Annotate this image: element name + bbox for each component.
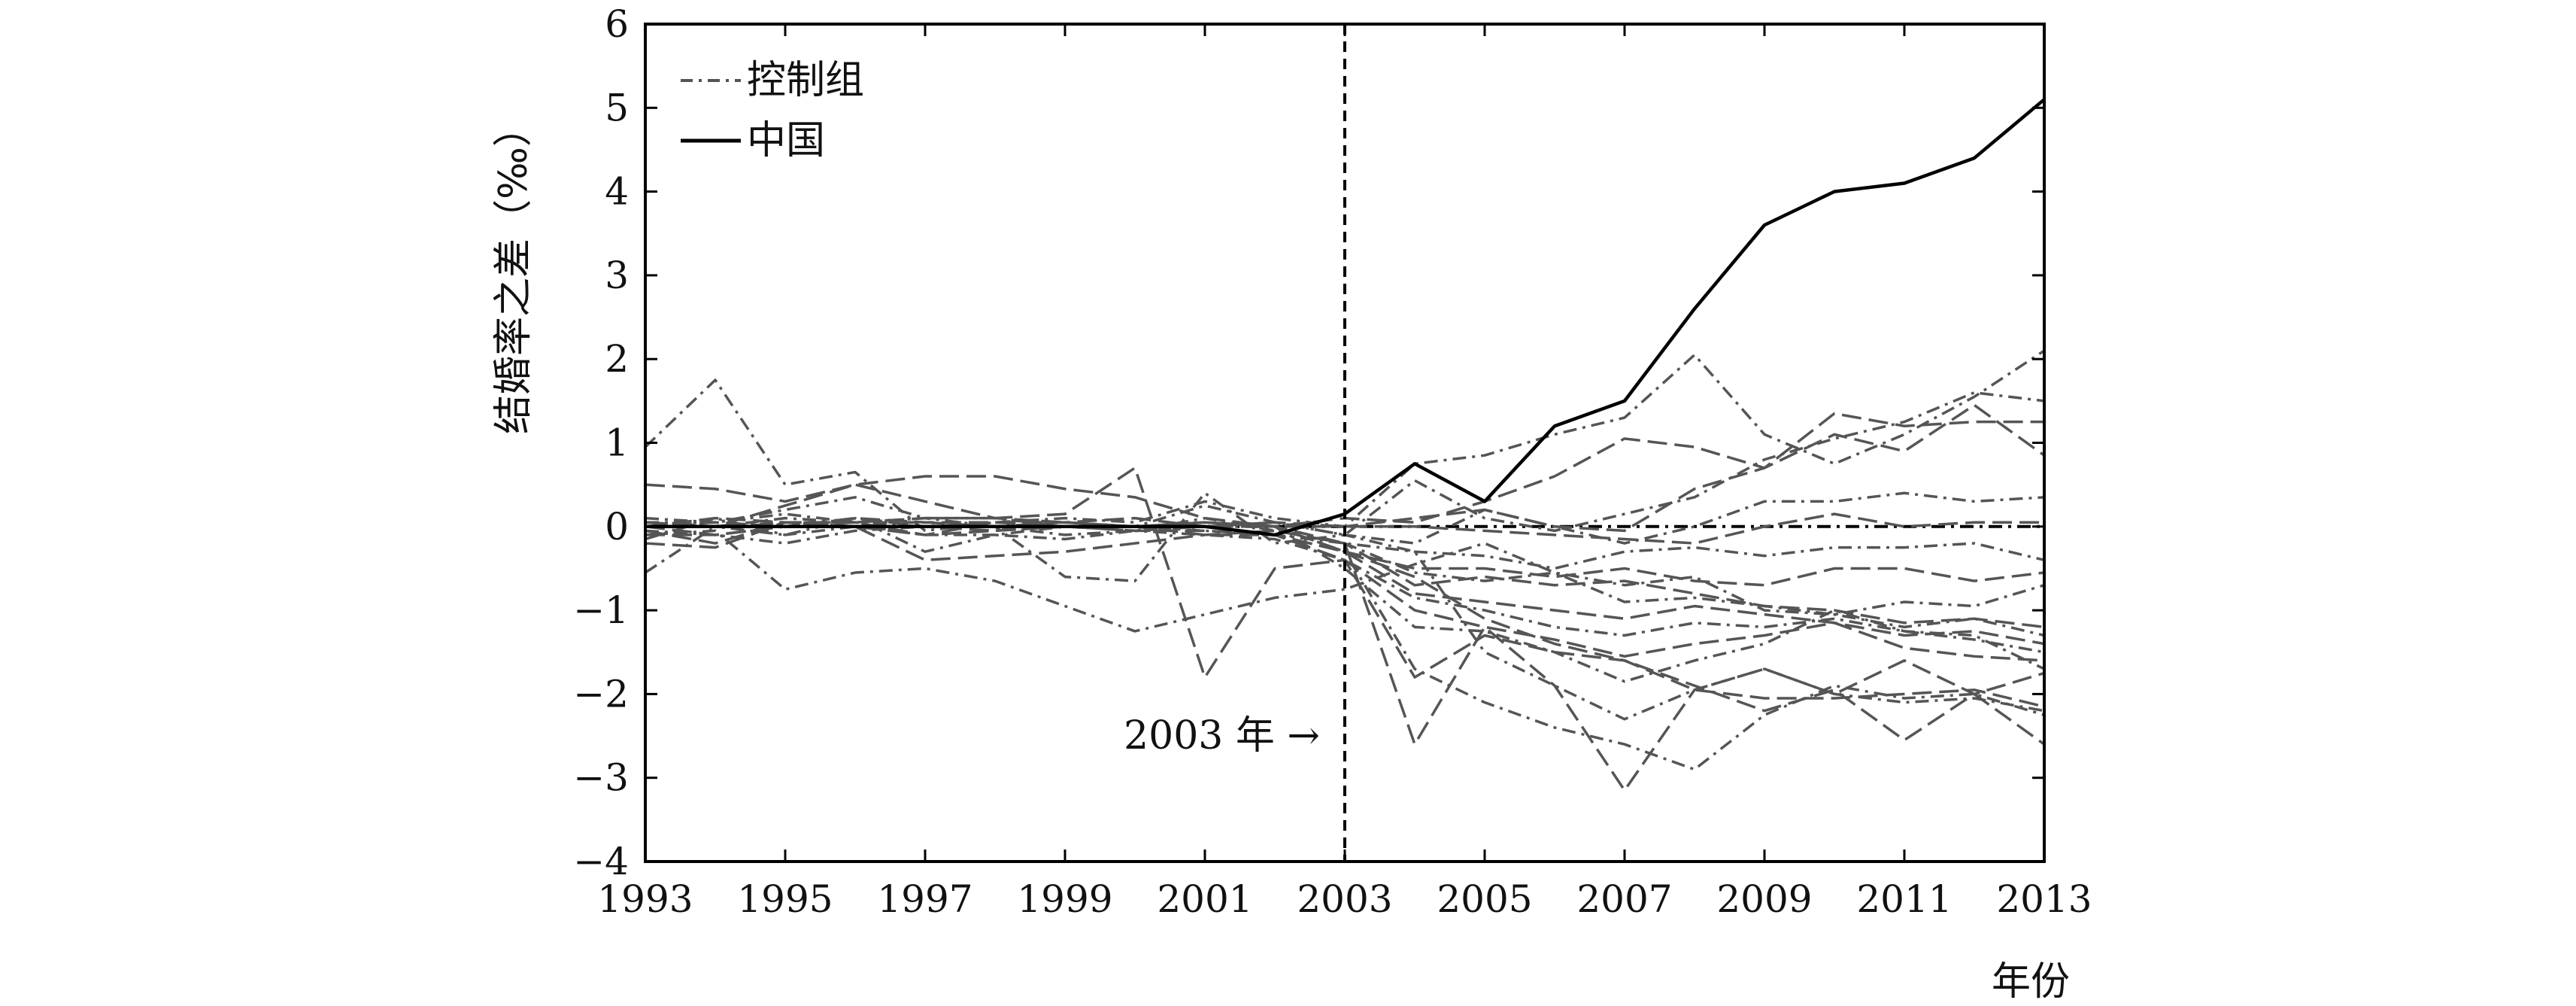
y-tick-label--2: −2 xyxy=(573,672,629,716)
y-tick-label-6: 6 xyxy=(605,2,629,46)
control-series-line-15 xyxy=(645,512,2045,683)
control-series-line-10 xyxy=(645,521,2045,629)
legend-label-china: 中国 xyxy=(747,118,825,163)
x-tick-label-2013: 2013 xyxy=(1996,877,2092,921)
china-series-line xyxy=(645,98,2046,537)
x-tick-label-1993: 1993 xyxy=(597,877,693,921)
y-tick-label--3: −3 xyxy=(573,756,629,800)
legend: 控制组 中国 xyxy=(681,58,864,163)
x-tick-label-2001: 2001 xyxy=(1157,877,1252,921)
y-tick-label-4: 4 xyxy=(605,170,629,214)
x-axis-label: 年份 xyxy=(1992,959,2070,1004)
y-tick-label-1: 1 xyxy=(605,421,629,465)
x-tick-label-1999: 1999 xyxy=(1017,877,1112,921)
x-tick-label-2009: 2009 xyxy=(1716,877,1812,921)
legend-label-control: 控制组 xyxy=(747,58,864,103)
ticks-layer: 1993 1995 1997 1999 2001 2003 2005 2007 2009 2011… xyxy=(573,2,2092,921)
annotation-2003: 2003 年 → xyxy=(1124,713,1320,758)
y-axis-label: 结婚率之差（‰） xyxy=(491,108,536,434)
y-tick-label--4: −4 xyxy=(573,840,629,883)
x-tick-label-1995: 1995 xyxy=(737,877,833,921)
control-series-line-13 xyxy=(645,516,2045,654)
y-tick-label--1: −1 xyxy=(573,588,629,632)
y-tick-label-3: 3 xyxy=(605,254,629,297)
control-series-line-16 xyxy=(645,516,2045,708)
x-tick-label-1997: 1997 xyxy=(877,877,972,921)
control-series-line-18 xyxy=(645,467,2046,746)
y-tick-label-2: 2 xyxy=(605,337,629,381)
y-tick-label-0: 0 xyxy=(605,505,629,549)
y-tick-label-5: 5 xyxy=(605,86,629,129)
x-tick-label-2007: 2007 xyxy=(1576,877,1672,921)
series-layer xyxy=(644,24,2046,862)
x-tick-label-2003: 2003 xyxy=(1297,877,1392,921)
x-tick-label-2005: 2005 xyxy=(1437,877,1532,921)
x-tick-label-2011: 2011 xyxy=(1856,877,1952,921)
